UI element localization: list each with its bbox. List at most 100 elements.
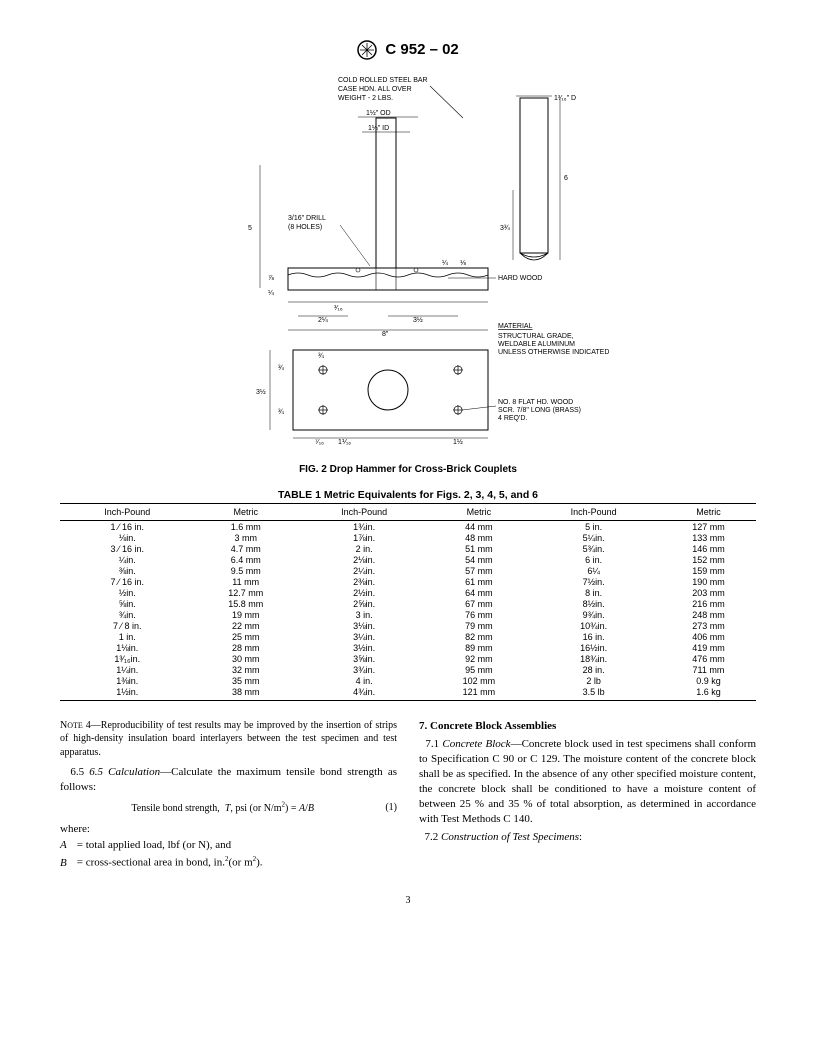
- designation: C 952 – 02: [385, 41, 458, 58]
- svg-text:UNLESS OTHERWISE INDICATED: UNLESS OTHERWISE INDICATED: [498, 349, 609, 356]
- table-cell: 3⅝in.: [297, 653, 432, 664]
- svg-text:6: 6: [564, 175, 568, 182]
- table-cell: 22 mm: [195, 620, 297, 631]
- table-cell: 5¾in.: [526, 543, 661, 554]
- svg-text:¼: ¼: [268, 290, 274, 297]
- table-cell: 3¼in.: [297, 631, 432, 642]
- right-column: 7. Concrete Block Assemblies 7.1 Concret…: [419, 719, 756, 871]
- table-cell: 7 ⁄ 16 in.: [60, 576, 195, 587]
- table-cell: 1⅜in.: [60, 675, 195, 686]
- table-cell: 3 ⁄ 16 in.: [60, 543, 195, 554]
- table-cell: 3⅛in.: [297, 620, 432, 631]
- table-cell: 92 mm: [431, 653, 526, 664]
- svg-text:MATERIAL: MATERIAL: [498, 323, 533, 330]
- note-4: NOTE 4—Reproducibility of test results m…: [60, 719, 397, 760]
- svg-text:8": 8": [382, 331, 389, 338]
- table-cell: 30 mm: [195, 653, 297, 664]
- table-header: Metric: [431, 504, 526, 521]
- where-A: A = total applied load, lbf (or N), and: [60, 838, 397, 853]
- table-cell: 28 mm: [195, 642, 297, 653]
- page-number: 3: [60, 895, 756, 906]
- table-cell: 3 mm: [195, 532, 297, 543]
- svg-text:³⁄₁₆: ³⁄₁₆: [334, 305, 343, 312]
- drop-hammer-diagram-icon: COLD ROLLED STEEL BAR CASE HDN. ALL OVER…: [198, 70, 618, 460]
- table-cell: 102 mm: [431, 675, 526, 686]
- table-cell: 15.8 mm: [195, 598, 297, 609]
- table-cell: 11 mm: [195, 576, 297, 587]
- table-cell: 133 mm: [661, 532, 756, 543]
- table-cell: ¼in.: [60, 554, 195, 565]
- table-cell: 1½in.: [60, 686, 195, 700]
- table-cell: 57 mm: [431, 565, 526, 576]
- section-7-head: 7. Concrete Block Assemblies: [419, 719, 756, 734]
- table-cell: 7½in.: [526, 576, 661, 587]
- table-cell: 0.9 kg: [661, 675, 756, 686]
- table-cell: 5 in.: [526, 521, 661, 533]
- table-cell: 16 in.: [526, 631, 661, 642]
- table-cell: 51 mm: [431, 543, 526, 554]
- svg-text:1¼" ID: 1¼" ID: [368, 125, 389, 132]
- table-cell: 6¼: [526, 565, 661, 576]
- table-header: Inch-Pound: [526, 504, 661, 521]
- table-cell: 121 mm: [431, 686, 526, 700]
- table-cell: 38 mm: [195, 686, 297, 700]
- equation-text: Tensile bond strength, T, psi (or N/m2) …: [131, 803, 314, 814]
- table-cell: 3 in.: [297, 609, 432, 620]
- table-cell: 248 mm: [661, 609, 756, 620]
- equation-1: Tensile bond strength, T, psi (or N/m2) …: [60, 801, 397, 816]
- svg-text:2¼: 2¼: [318, 317, 328, 324]
- svg-text:SCR. 7/8" LONG (BRASS): SCR. 7/8" LONG (BRASS): [498, 407, 581, 414]
- svg-text:⅛: ⅛: [460, 260, 466, 267]
- table-header: Inch-Pound: [60, 504, 195, 521]
- table-cell: 3½in.: [297, 642, 432, 653]
- svg-text:3½: 3½: [413, 316, 423, 324]
- table-cell: 64 mm: [431, 587, 526, 598]
- table-cell: 16½in.: [526, 642, 661, 653]
- svg-text:1⅟₁₆: 1⅟₁₆: [338, 439, 351, 446]
- table-cell: 25 mm: [195, 631, 297, 642]
- svg-text:3/16" DRILL: 3/16" DRILL: [288, 215, 326, 222]
- calc-head: 6.5 Calculation: [89, 766, 160, 778]
- where-label: where:: [60, 822, 397, 837]
- table-cell: 1³⁄₁₆in.: [60, 653, 195, 664]
- table-cell: 1⅞in.: [297, 532, 432, 543]
- table-cell: 7 ⁄ 8 in.: [60, 620, 195, 631]
- svg-text:WELDABLE ALUMINUM: WELDABLE ALUMINUM: [498, 341, 575, 348]
- table-cell: 2⅜in.: [297, 576, 432, 587]
- table-cell: 273 mm: [661, 620, 756, 631]
- figure-caption: FIG. 2 Drop Hammer for Cross-Brick Coupl…: [60, 464, 756, 475]
- table-cell: 5¼in.: [526, 532, 661, 543]
- table-cell: 6.4 mm: [195, 554, 297, 565]
- table-cell: 476 mm: [661, 653, 756, 664]
- table-cell: 711 mm: [661, 664, 756, 675]
- table-cell: 152 mm: [661, 554, 756, 565]
- table-cell: 4 in.: [297, 675, 432, 686]
- table-cell: 9¾in.: [526, 609, 661, 620]
- table-cell: 216 mm: [661, 598, 756, 609]
- table-cell: 18¾in.: [526, 653, 661, 664]
- svg-text:CASE HDN. ALL OVER: CASE HDN. ALL OVER: [338, 86, 412, 93]
- section-7-1: 7.1 Concrete Block—Concrete block used i…: [419, 737, 756, 826]
- svg-text:WEIGHT - 2 LBS.: WEIGHT - 2 LBS.: [338, 95, 393, 102]
- table-cell: 6 in.: [526, 554, 661, 565]
- svg-text:3½: 3½: [256, 388, 266, 396]
- table-cell: 159 mm: [661, 565, 756, 576]
- table-cell: 9.5 mm: [195, 565, 297, 576]
- svg-text:¾: ¾: [318, 353, 324, 360]
- section-7-2: 7.2 Construction of Test Specimens:: [419, 830, 756, 845]
- table-cell: 3.5 lb: [526, 686, 661, 700]
- table-cell: 35 mm: [195, 675, 297, 686]
- table-cell: 95 mm: [431, 664, 526, 675]
- table-cell: 89 mm: [431, 642, 526, 653]
- table-cell: 406 mm: [661, 631, 756, 642]
- table-cell: ⅜in.: [60, 565, 195, 576]
- svg-text:¾: ¾: [278, 365, 284, 372]
- svg-text:⁷⁄₁₆: ⁷⁄₁₆: [315, 439, 324, 446]
- table-cell: ⅛in.: [60, 532, 195, 543]
- table-cell: 2 lb: [526, 675, 661, 686]
- where-B: B = cross-sectional area in bond, in.2(o…: [60, 855, 397, 871]
- table-cell: 2¼in.: [297, 565, 432, 576]
- astm-logo-icon: [357, 40, 377, 60]
- table-cell: 10¾in.: [526, 620, 661, 631]
- svg-text:1½: 1½: [453, 438, 463, 446]
